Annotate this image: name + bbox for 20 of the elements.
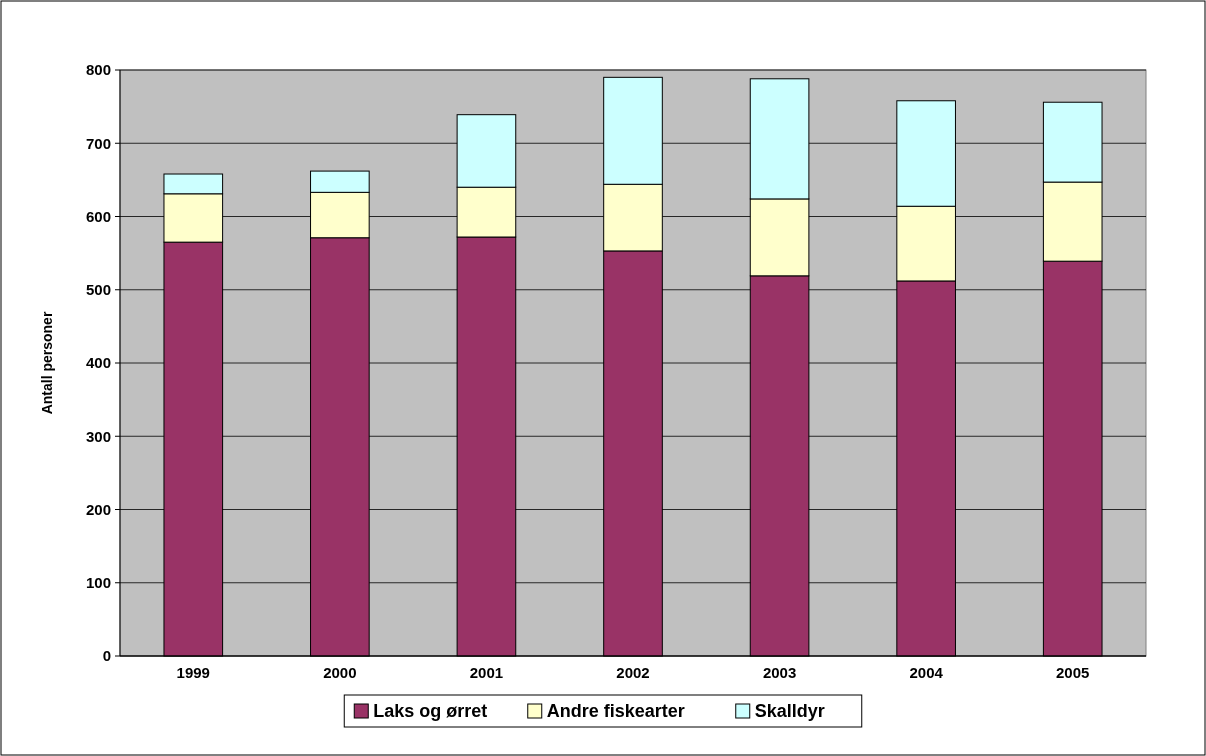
y-tick-label: 300	[85, 427, 111, 445]
x-tick-label: 1999	[176, 664, 210, 681]
x-tick-label: 2000	[323, 664, 357, 681]
y-tick-label: 800	[85, 61, 111, 79]
y-tick-label: 700	[85, 134, 111, 152]
y-tick-label: 500	[85, 281, 111, 298]
y-tick-label: 400	[85, 354, 111, 372]
y-axis-title: Antall personer	[39, 311, 55, 415]
y-tick-label: 200	[85, 500, 111, 518]
legend-label: Laks og ørret	[373, 701, 488, 722]
x-tick-label: 2003	[762, 664, 797, 681]
y-tick-label: 600	[85, 207, 111, 225]
x-tick-label: 2005	[1056, 664, 1090, 681]
y-tick-label: 100	[85, 574, 111, 591]
x-tick-label: 2002	[616, 664, 650, 681]
legend-label: Andre fiskearter	[546, 701, 685, 722]
legend-label: Skalldyr	[754, 701, 825, 722]
x-tick-label: 2004	[909, 664, 944, 681]
x-tick-label: 2001	[469, 664, 504, 681]
y-tick-label: 0	[102, 647, 111, 665]
